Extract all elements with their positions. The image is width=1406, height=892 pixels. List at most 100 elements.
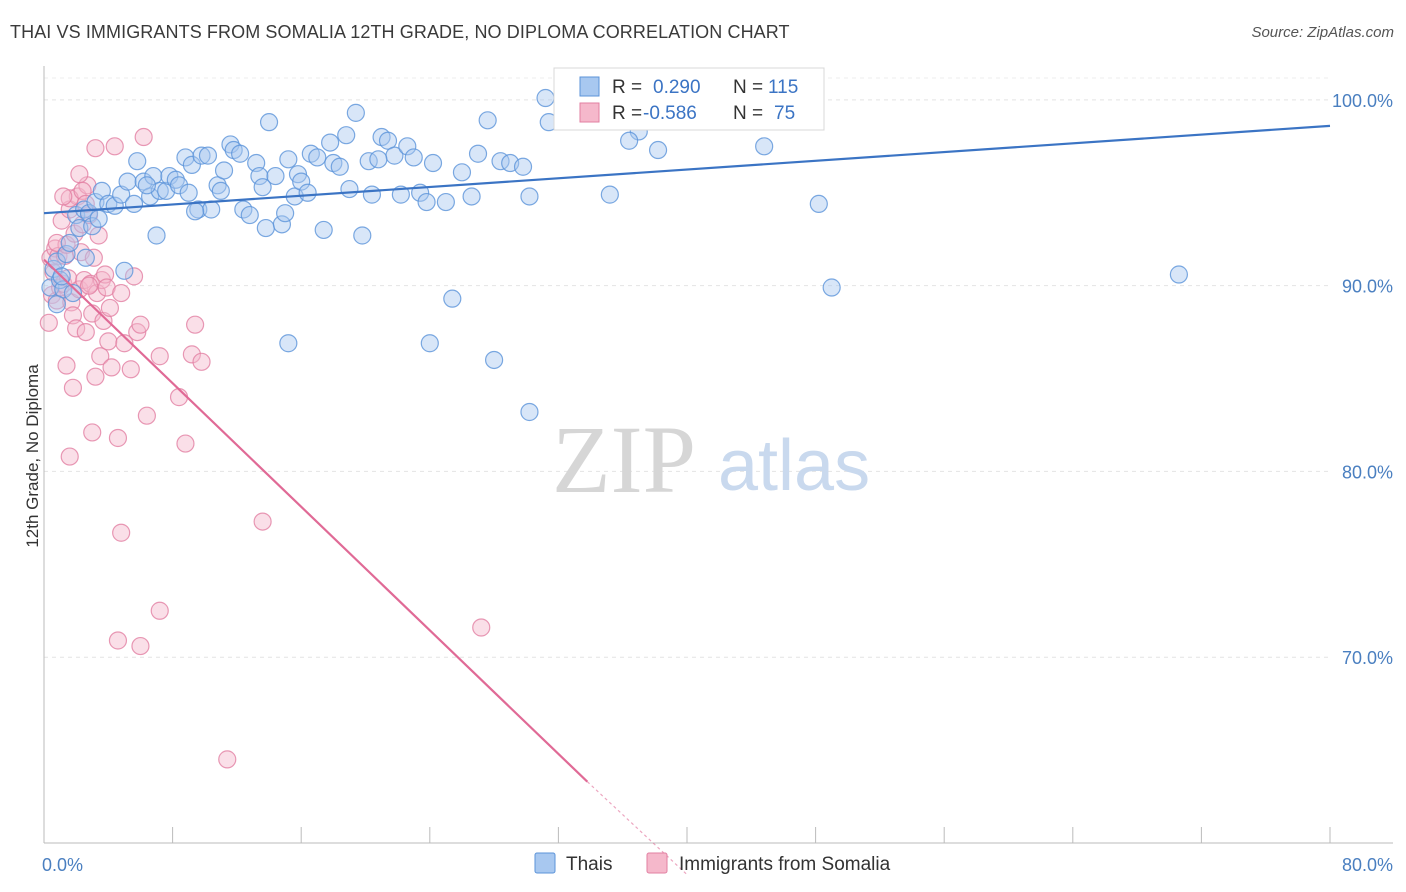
somalia-point-40: [105, 137, 124, 156]
somalia-point-32: [91, 347, 110, 366]
thais-point-34: [192, 146, 211, 165]
series-thais: [41, 88, 1188, 422]
thais-point-107: [76, 248, 95, 267]
x-tick-label-0: 0.0%: [42, 855, 83, 875]
thais-point-20: [128, 152, 147, 171]
somalia-point-61: [176, 434, 195, 453]
thais-point-52: [279, 150, 298, 169]
somalia-point-14: [62, 293, 81, 312]
thais-point-5: [57, 244, 76, 264]
somalia-point-60: [169, 388, 189, 407]
thais-point-7: [63, 283, 83, 303]
stats-legend: R = 0.290 N = 115 R = -0.586 N = 75: [553, 67, 825, 131]
legend-r-label-somalia: R =: [612, 103, 642, 124]
thais-point-89: [600, 185, 619, 204]
somalia-point-65: [112, 523, 131, 542]
thais-point-65: [346, 103, 365, 122]
thais-point-110: [186, 202, 205, 221]
somalia-point-45: [124, 267, 144, 286]
thais-point-100: [279, 334, 298, 353]
watermark-atlas: atlas: [718, 426, 870, 506]
thais-point-97: [809, 194, 828, 214]
thais-point-56: [298, 183, 317, 202]
thais-point-102: [485, 350, 504, 370]
thais-point-32: [182, 155, 201, 174]
thais-point-108: [89, 209, 108, 228]
series-legend-label-somalia: Immigrants from Somalia: [679, 854, 891, 875]
thais-point-78: [436, 192, 455, 212]
thais-point-47: [256, 218, 275, 238]
somalia-point-58: [137, 406, 156, 425]
somalia-point-69: [253, 512, 272, 531]
somalia-point-68: [131, 636, 150, 656]
thais-point-113: [462, 187, 481, 206]
thais-point-58: [308, 148, 327, 167]
somalia-point-71: [472, 618, 491, 637]
chart-title: THAI VS IMMIGRANTS FROM SOMALIA 12TH GRA…: [10, 22, 790, 42]
trend-lines: [43, 124, 1331, 876]
thais-point-42: [231, 144, 250, 163]
legend-n-label-thais: N =: [733, 77, 763, 98]
legend-swatch-thais: [579, 76, 600, 97]
gridlines: [44, 77, 1330, 658]
somalia-point-66: [150, 601, 169, 620]
somalia-point-39: [102, 358, 121, 377]
somalia-point-29: [86, 139, 105, 158]
y-tick-label-1: 90.0%: [1342, 277, 1393, 297]
legend-swatch-somalia: [579, 102, 600, 123]
thais-point-92: [648, 140, 668, 160]
somalia-point-55: [83, 423, 102, 442]
somalia-point-51: [70, 165, 89, 184]
thais-point-66: [353, 226, 372, 245]
series-legend-label-thais: Thais: [566, 854, 612, 875]
legend-r-value-thais: 0.290: [653, 77, 701, 98]
thais-point-103: [520, 402, 539, 422]
somalia-point-59: [150, 347, 169, 366]
tick-labels: 100.0% 90.0% 80.0% 70.0% 0.0% 80.0%: [42, 91, 1393, 875]
legend-n-value-somalia: 75: [774, 103, 795, 124]
thais-point-16: [105, 196, 124, 215]
thais-point-98: [822, 278, 841, 297]
thais-point-96: [755, 137, 774, 156]
somalia-point-48: [57, 356, 76, 375]
thais-point-31: [179, 183, 198, 202]
thais-point-63: [337, 126, 356, 145]
thais-point-60: [321, 133, 340, 152]
thais-point-33: [189, 200, 208, 219]
thais-point-86: [520, 187, 539, 206]
somalia-point-62: [182, 345, 201, 364]
thais-point-12: [83, 217, 102, 236]
thais-point-72: [391, 185, 410, 204]
thais-point-29: [169, 176, 189, 195]
series-legend: Thais Immigrants from Somalia: [534, 852, 891, 875]
somalia-point-56: [86, 367, 105, 386]
somalia-point-70: [218, 750, 237, 769]
somalia-point-74: [54, 187, 73, 206]
thais-point-36: [202, 200, 221, 219]
thais-point-68: [362, 185, 382, 204]
thais-point-24: [147, 226, 166, 245]
thais-trend-line: [43, 124, 1331, 215]
thais-point-114: [620, 131, 639, 150]
thais-point-28: [166, 170, 185, 189]
y-axis-title: 12th Grade, No Diploma: [23, 364, 42, 548]
somalia-point-42: [112, 283, 131, 303]
thais-point-111: [253, 178, 272, 197]
thais-point-40: [221, 135, 240, 154]
thais-point-85: [513, 157, 533, 176]
y-tick-label-0: 100.0%: [1332, 91, 1393, 111]
somalia-point-38: [100, 298, 120, 318]
thais-point-87: [536, 88, 555, 108]
thais-point-80: [452, 163, 472, 182]
somalia-trend-extension: [586, 781, 688, 876]
somalia-point-23: [76, 322, 95, 342]
thais-point-62: [330, 157, 349, 176]
thais-point-64: [340, 179, 359, 199]
thais-point-82: [478, 111, 497, 130]
thais-point-79: [443, 289, 462, 308]
thais-point-48: [259, 113, 279, 132]
thais-point-18: [118, 172, 137, 191]
thais-point-112: [369, 150, 388, 169]
legend-n-value-thais: 115: [768, 77, 798, 98]
